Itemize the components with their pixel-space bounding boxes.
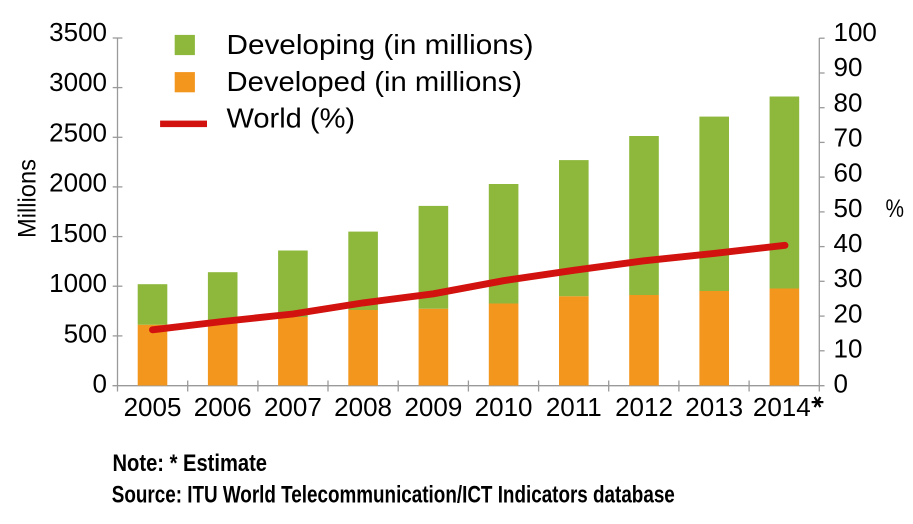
svg-text:2005: 2005 [124, 392, 182, 422]
svg-text:2011: 2011 [546, 392, 602, 422]
svg-text:2012: 2012 [615, 392, 673, 422]
svg-text:0: 0 [834, 369, 848, 399]
svg-text:10: 10 [834, 334, 863, 364]
svg-text:2010: 2010 [475, 392, 533, 422]
svg-text:World (%): World (%) [227, 103, 356, 134]
svg-text:3000: 3000 [49, 67, 107, 97]
svg-text:Millions: Millions [14, 159, 42, 238]
svg-text:2013: 2013 [685, 392, 743, 422]
svg-text:2006: 2006 [194, 392, 252, 422]
svg-text:70: 70 [834, 123, 863, 153]
svg-text:2500: 2500 [49, 118, 107, 148]
svg-text:1000: 1000 [49, 268, 107, 298]
svg-text:100: 100 [834, 17, 877, 47]
svg-text:2014: 2014 [753, 392, 811, 422]
svg-text:Developed (in millions): Developed (in millions) [227, 66, 523, 97]
svg-text:1500: 1500 [49, 218, 107, 248]
svg-text:%: % [886, 195, 905, 223]
svg-text:500: 500 [64, 319, 107, 349]
svg-text:80: 80 [834, 87, 863, 117]
svg-text:2008: 2008 [334, 392, 392, 422]
svg-text:0: 0 [93, 369, 107, 399]
svg-text:Note: * Estimate: Note: * Estimate [113, 450, 268, 477]
svg-text:50: 50 [834, 193, 863, 223]
svg-text:3500: 3500 [49, 17, 107, 47]
svg-text:2000: 2000 [49, 168, 107, 198]
svg-text:2007: 2007 [264, 392, 322, 422]
svg-text:Developing (in millions): Developing (in millions) [227, 29, 534, 60]
svg-text:30: 30 [834, 263, 863, 293]
svg-text:Source: ITU World Telecommunic: Source: ITU World Telecommunication/ICT … [112, 482, 675, 509]
svg-text:60: 60 [834, 158, 863, 188]
svg-text:20: 20 [834, 298, 863, 328]
svg-text:2009: 2009 [404, 392, 462, 422]
svg-text:90: 90 [834, 52, 863, 82]
svg-text:40: 40 [834, 228, 863, 258]
